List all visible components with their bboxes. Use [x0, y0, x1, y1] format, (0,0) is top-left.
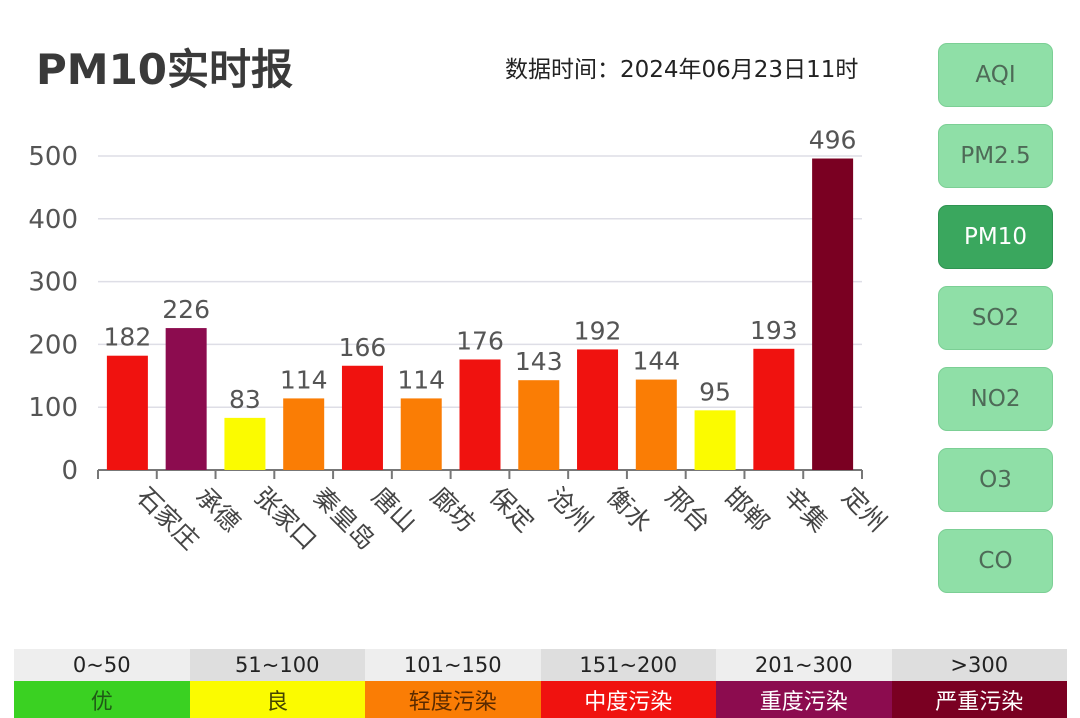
legend-range: 0~50 — [14, 649, 190, 681]
x-tick-label: 定州 — [836, 482, 892, 538]
data-label: 182 — [104, 323, 152, 352]
legend-range: 51~100 — [189, 649, 365, 681]
legend-level-2: 51~100 良 — [189, 649, 365, 718]
legend-level-6: >300 严重污染 — [891, 649, 1067, 718]
x-tick-label: 邢台 — [660, 482, 716, 538]
data-label: 144 — [632, 347, 680, 376]
x-tick-label: 邯郸 — [719, 482, 775, 538]
bar — [694, 410, 736, 470]
bar — [577, 349, 619, 470]
y-tick-label: 500 — [28, 142, 78, 172]
bar — [400, 398, 442, 470]
y-tick-label: 300 — [28, 268, 78, 298]
bar — [165, 328, 207, 470]
y-tick-label: 200 — [28, 330, 78, 360]
data-label: 83 — [229, 385, 261, 414]
bar — [283, 398, 325, 470]
legend-level-3: 101~150 轻度污染 — [365, 649, 541, 718]
data-label: 496 — [809, 126, 857, 155]
tab-no2[interactable]: NO2 — [938, 367, 1053, 431]
legend-level-4: 151~200 中度污染 — [540, 649, 716, 718]
page-title: PM10实时报 — [36, 45, 294, 94]
y-tick-label: 0 — [61, 456, 78, 486]
x-tick-label: 辛集 — [778, 482, 834, 538]
y-tick-label: 100 — [28, 393, 78, 423]
legend-level-1: 0~50 优 — [14, 649, 190, 718]
x-tick-label: 保定 — [484, 482, 540, 538]
legend-label: 严重污染 — [891, 681, 1067, 718]
data-label: 192 — [574, 316, 622, 345]
data-label: 143 — [515, 347, 563, 376]
tab-pm10[interactable]: PM10 — [938, 205, 1053, 269]
tab-aqi[interactable]: AQI — [938, 43, 1053, 107]
x-tick-label: 廊坊 — [425, 482, 481, 538]
data-time: 数据时间：2024年06月23日11时 — [505, 57, 859, 83]
pm10-bar-chart: 0100200300400500182石家庄226承德83张家口114秦皇岛16… — [28, 126, 892, 556]
data-label: 176 — [456, 326, 504, 355]
bar — [812, 158, 854, 470]
tab-pm25[interactable]: PM2.5 — [938, 124, 1053, 188]
pollutant-sidebar: AQI PM2.5 PM10 SO2 NO2 O3 CO — [938, 43, 1053, 610]
tab-o3[interactable]: O3 — [938, 448, 1053, 512]
data-label: 166 — [339, 333, 387, 362]
data-label: 114 — [280, 365, 328, 394]
legend-label: 重度污染 — [716, 681, 892, 718]
legend-label: 中度污染 — [540, 681, 716, 718]
legend-level-5: 201~300 重度污染 — [716, 649, 892, 718]
tab-co[interactable]: CO — [938, 529, 1053, 593]
x-tick-label: 衡水 — [601, 482, 657, 538]
legend-label: 良 — [189, 681, 365, 718]
legend-range: >300 — [891, 649, 1067, 681]
bar — [341, 365, 383, 470]
aqi-level-legend: 0~50 优 51~100 良 101~150 轻度污染 151~200 中度污… — [14, 649, 1067, 718]
bar — [459, 359, 501, 470]
legend-range: 201~300 — [716, 649, 892, 681]
y-tick-label: 400 — [28, 205, 78, 235]
x-tick-label: 沧州 — [543, 482, 599, 538]
tab-so2[interactable]: SO2 — [938, 286, 1053, 350]
legend-label: 轻度污染 — [365, 681, 541, 718]
data-label: 114 — [397, 365, 445, 394]
bar — [635, 379, 677, 470]
legend-range: 151~200 — [540, 649, 716, 681]
x-tick-label: 张家口 — [249, 482, 323, 556]
legend-label: 优 — [14, 681, 190, 718]
data-label: 95 — [699, 377, 731, 406]
data-label: 226 — [162, 295, 210, 324]
bar — [753, 348, 795, 470]
x-tick-label: 石家庄 — [131, 482, 205, 556]
bar — [106, 355, 148, 470]
bar — [224, 417, 266, 470]
data-label: 193 — [750, 316, 798, 345]
x-tick-label: 秦皇岛 — [307, 482, 381, 556]
legend-range: 101~150 — [365, 649, 541, 681]
bar — [518, 380, 560, 470]
